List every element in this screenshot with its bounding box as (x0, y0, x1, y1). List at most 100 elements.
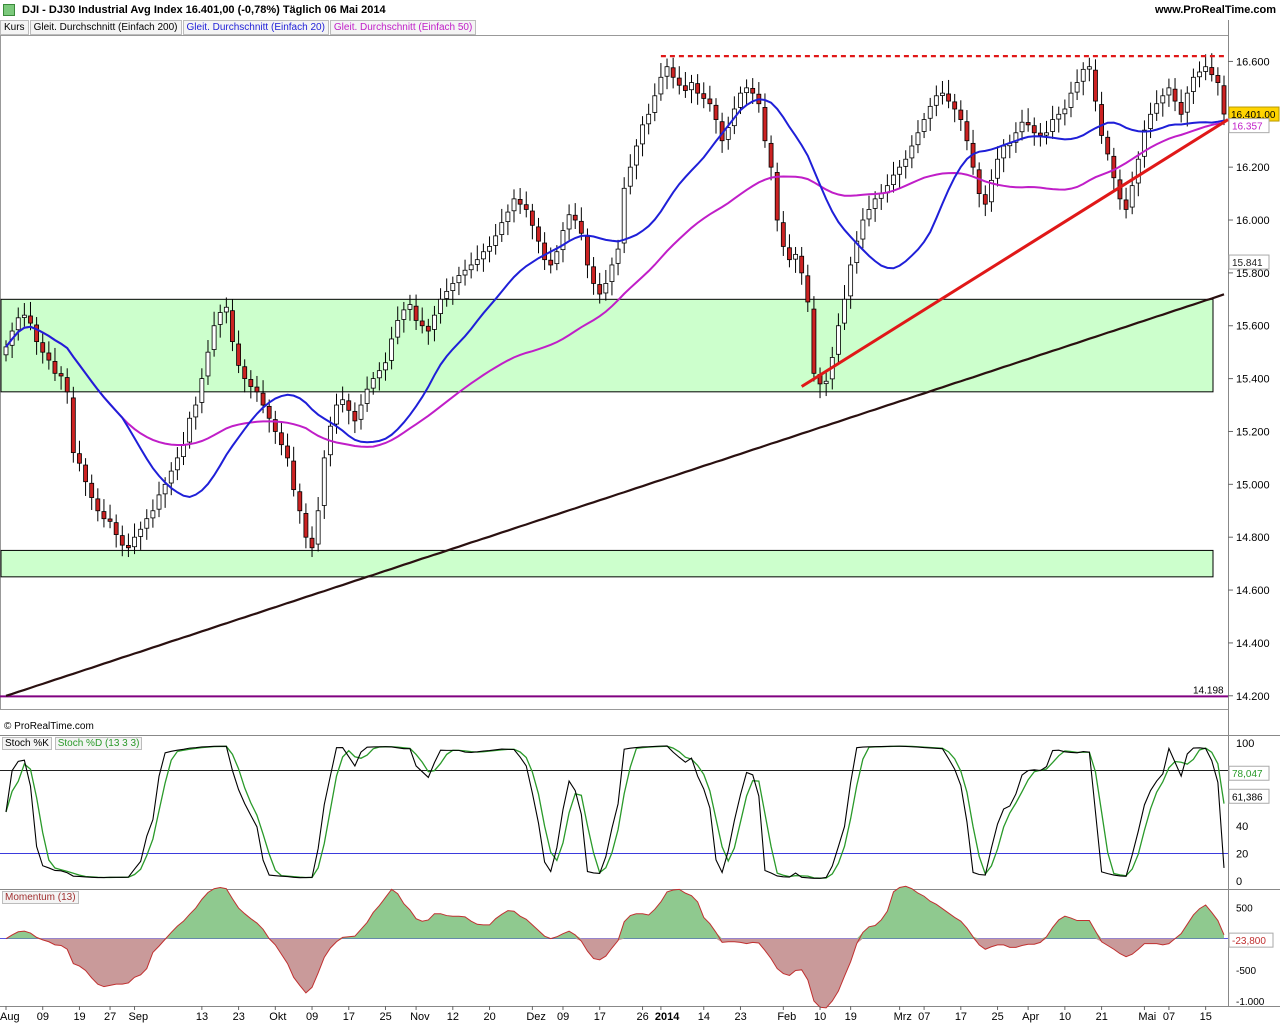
candle-body (285, 445, 290, 459)
candle-body (28, 315, 33, 324)
candle-body (113, 522, 119, 535)
instrument-icon[interactable] (3, 4, 15, 16)
x-tick-label: 19 (73, 1011, 85, 1023)
candle (217, 304, 223, 338)
candle-body (168, 470, 174, 484)
candle (634, 139, 639, 180)
candle (303, 503, 309, 549)
candle (1056, 106, 1062, 133)
stoch-k-label[interactable]: Stoch %K (2, 737, 52, 750)
candle (970, 129, 976, 175)
candle-body (52, 361, 58, 374)
candle-body (982, 194, 988, 205)
candle-body (921, 119, 927, 132)
momentum-value-box (1228, 932, 1274, 948)
candle-body (468, 264, 474, 271)
candle-body (309, 537, 315, 549)
x-tick-label: 09 (557, 1011, 569, 1023)
candle-body (989, 179, 994, 203)
brand-link[interactable]: www.ProRealTime.com (1154, 4, 1276, 16)
x-tick-label: 17 (594, 1011, 606, 1023)
stoch-d-line (5, 745, 1225, 879)
candle (1086, 57, 1092, 82)
legend-ma20[interactable]: Gleit. Durchschnitt (Einfach 20) (182, 20, 329, 35)
candle (725, 116, 731, 150)
stoch-k-line (5, 745, 1225, 879)
candle (909, 135, 915, 169)
candle (1203, 54, 1209, 81)
candle-body (230, 310, 235, 343)
x-tick-label: 21 (1096, 1011, 1108, 1023)
momentum-label[interactable]: Momentum (13) (2, 891, 79, 904)
candle-body (634, 145, 639, 166)
candle-body (952, 101, 958, 110)
legend-kurs[interactable]: Kurs (0, 20, 29, 35)
candle (113, 514, 119, 548)
candle (358, 394, 364, 430)
candle (989, 169, 994, 212)
legend-ma50[interactable]: Gleit. Durchschnitt (Einfach 50) (329, 20, 477, 35)
x-tick-label: Aug (0, 1011, 20, 1023)
candle-body (291, 460, 297, 491)
candle (1019, 109, 1025, 141)
candle (995, 146, 1000, 187)
ma200-line (5, 293, 1225, 697)
x-tick-label: Dez (526, 1011, 546, 1023)
candle (787, 234, 792, 268)
candle-body (223, 306, 229, 313)
candle (952, 93, 958, 123)
candle-body (1203, 66, 1209, 72)
candle (1160, 88, 1166, 117)
candle (138, 521, 144, 550)
candle-body (352, 410, 358, 422)
candle-body (560, 230, 566, 251)
candle-body (811, 308, 817, 374)
y-tick-label: 16.000 (1236, 215, 1270, 227)
stoch-y-tick-label: 0 (1236, 876, 1242, 888)
candle (432, 305, 437, 342)
candle (193, 396, 199, 430)
candle (107, 504, 113, 529)
candle-body (340, 399, 346, 405)
candle (150, 499, 156, 528)
legend-ma200[interactable]: Gleit. Durchschnitt (Einfach 200) (29, 20, 182, 35)
candle (940, 80, 945, 105)
candle-body (1221, 85, 1227, 115)
candle (438, 288, 443, 324)
candle (199, 368, 205, 414)
candle (1044, 120, 1049, 145)
candle-body (303, 513, 309, 538)
candle-body (866, 209, 872, 220)
candle-body (940, 92, 945, 96)
stoch-d-label[interactable]: Stoch %D (13 3 3) (54, 737, 143, 750)
candle (1105, 130, 1111, 161)
candle (266, 399, 272, 433)
candle-body (260, 392, 266, 406)
momentum-y-tick-label: -500 (1236, 966, 1256, 977)
candle (376, 362, 382, 391)
x-tick-label: 17 (955, 1011, 967, 1023)
x-tick-label: Sep (129, 1011, 149, 1023)
candle (21, 303, 27, 327)
candle-body (713, 104, 719, 120)
candle-body (609, 264, 615, 283)
momentum-value-label: -23,800 (1232, 936, 1266, 947)
candle (346, 393, 352, 425)
x-tick-label: Feb (777, 1011, 796, 1023)
price-legend: Kurs Gleit. Durchschnitt (Einfach 200) G… (0, 20, 477, 35)
candle (903, 150, 909, 179)
ma-value-label: 15.841 (1232, 258, 1263, 269)
candle-body (321, 457, 327, 506)
candle (1123, 187, 1129, 219)
candle (529, 203, 535, 240)
candle-body (1166, 87, 1172, 96)
candle (603, 269, 609, 301)
x-tick-label: 10 (814, 1011, 826, 1023)
x-tick-label: Apr (1022, 1011, 1039, 1023)
candle-body (958, 109, 964, 120)
candle-body (3, 346, 9, 356)
candle (1215, 67, 1221, 96)
y-tick-label: 14.400 (1236, 638, 1270, 650)
candle-body (976, 169, 982, 194)
